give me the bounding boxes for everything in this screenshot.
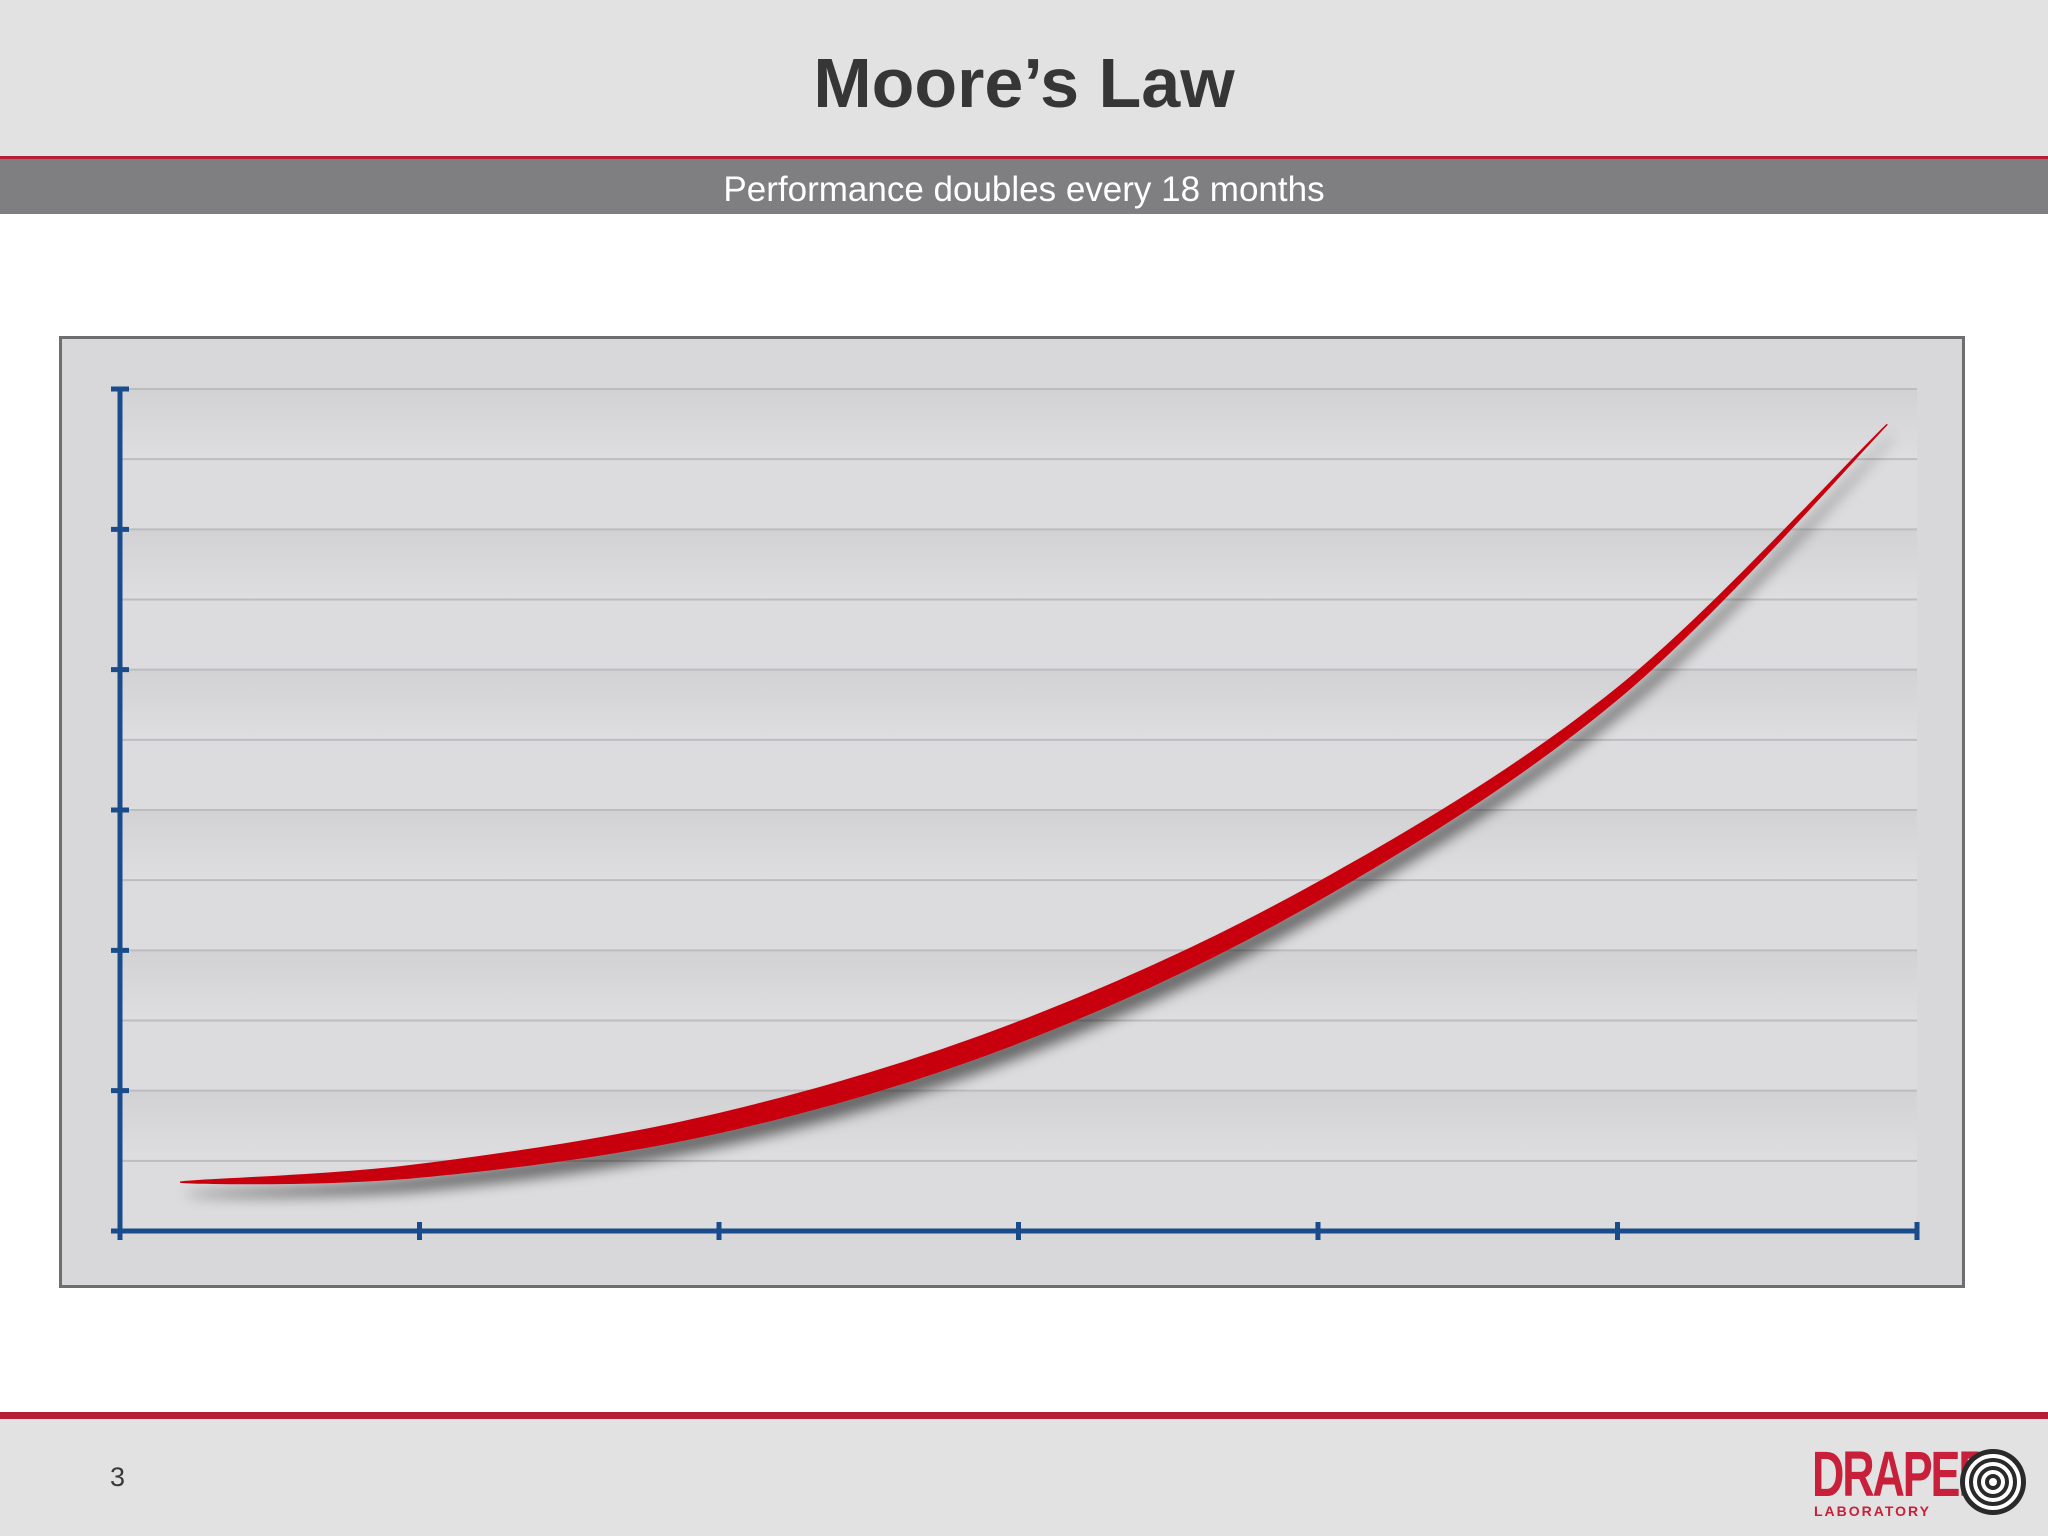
grid-band [120, 389, 1917, 460]
grid-bands [120, 389, 1917, 1231]
grid-band [120, 459, 1917, 530]
grid-band [120, 880, 1917, 951]
slide-title: Moore’s Law [813, 44, 1235, 122]
chart-frame [59, 336, 1965, 1288]
logo-wordmark: DRAPER [1812, 1438, 1991, 1510]
footer-bar [0, 1419, 2048, 1536]
grid-band [120, 1090, 1917, 1161]
grid-band [120, 599, 1917, 670]
grid-band [120, 810, 1917, 881]
axes [111, 386, 1920, 1240]
grid-band [120, 950, 1917, 1021]
chart [111, 386, 1920, 1240]
target-icon [1960, 1449, 2026, 1515]
draper-logo: DRAPER LABORATORY [1808, 1438, 2030, 1521]
grid-band [120, 739, 1917, 810]
slide-subtitle: Performance doubles every 18 months [723, 170, 1325, 209]
gridlines [120, 388, 1917, 1162]
title-divider [0, 156, 2048, 159]
series-group [179, 423, 1888, 1185]
series-line [179, 423, 1888, 1185]
page-number: 3 [110, 1462, 126, 1492]
subtitle-bar: Performance doubles every 18 months [0, 159, 2048, 214]
grid-band [120, 529, 1917, 600]
footer-divider [0, 1412, 2048, 1419]
grid-band [120, 669, 1917, 740]
title-bar: Moore’s Law [0, 0, 2048, 156]
logo-subtitle: LABORATORY [1814, 1503, 1931, 1519]
